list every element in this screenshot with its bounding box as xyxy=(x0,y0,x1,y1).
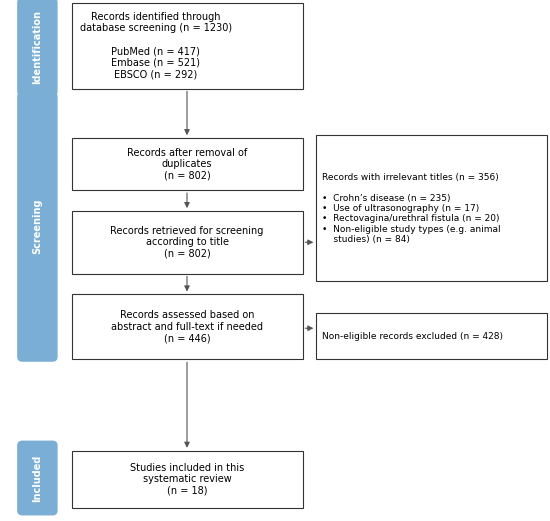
FancyBboxPatch shape xyxy=(72,3,302,89)
Text: Records identified through
database screening (n = 1230)

PubMed (n = 417)
Embas: Records identified through database scre… xyxy=(80,11,232,80)
FancyBboxPatch shape xyxy=(18,92,57,361)
FancyBboxPatch shape xyxy=(72,211,302,274)
Text: Records assessed based on
abstract and full-text if needed
(n = 446): Records assessed based on abstract and f… xyxy=(111,311,263,343)
Text: Non-eligible records excluded (n = 428): Non-eligible records excluded (n = 428) xyxy=(322,331,503,341)
FancyBboxPatch shape xyxy=(18,0,57,95)
FancyBboxPatch shape xyxy=(316,313,547,359)
Text: Included: Included xyxy=(32,454,42,502)
FancyBboxPatch shape xyxy=(72,138,302,190)
Text: Identification: Identification xyxy=(32,10,42,84)
Text: Studies included in this
systematic review
(n = 18): Studies included in this systematic revi… xyxy=(130,463,244,496)
Text: Records retrieved for screening
according to title
(n = 802): Records retrieved for screening accordin… xyxy=(111,226,263,259)
Text: Screening: Screening xyxy=(32,199,42,254)
FancyBboxPatch shape xyxy=(18,441,57,515)
FancyBboxPatch shape xyxy=(316,135,547,281)
Text: Records after removal of
duplicates
(n = 802): Records after removal of duplicates (n =… xyxy=(127,147,247,181)
FancyBboxPatch shape xyxy=(72,451,302,508)
FancyBboxPatch shape xyxy=(72,294,302,359)
Text: Records with irrelevant titles (n = 356)

•  Crohn’s disease (n = 235)
•  Use of: Records with irrelevant titles (n = 356)… xyxy=(322,172,500,244)
